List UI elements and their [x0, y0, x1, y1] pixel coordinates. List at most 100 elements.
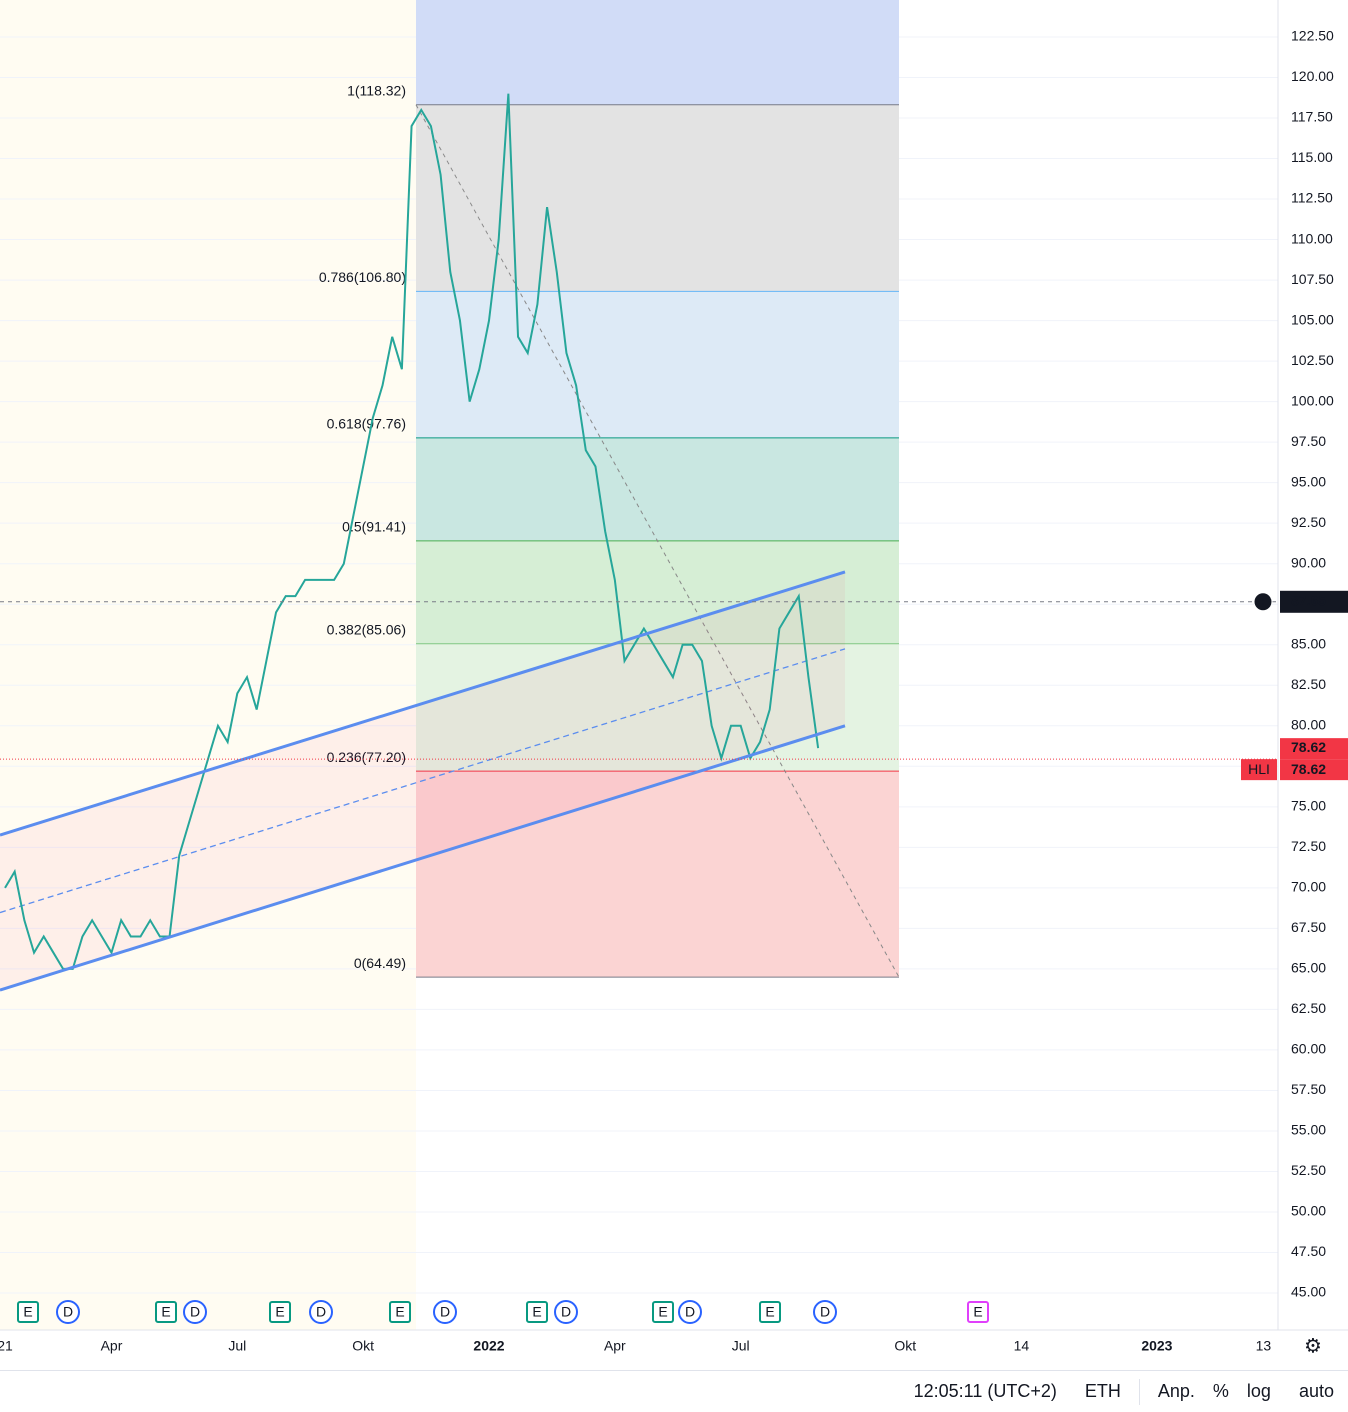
- close-price-badge: [1280, 759, 1348, 781]
- fib-zone: [416, 643, 899, 772]
- symbol-label: HLI: [1248, 761, 1270, 777]
- event-label: D: [316, 1304, 326, 1320]
- y-tick-label: 102.50: [1291, 352, 1334, 368]
- fib-zone: [416, 0, 899, 105]
- event-marker: D: [56, 1300, 80, 1324]
- y-tick-label: 67.50: [1291, 919, 1326, 935]
- y-tick-label: 80.00: [1291, 716, 1326, 732]
- event-badge: [309, 1300, 333, 1324]
- x-tick-label: Jul: [228, 1338, 246, 1354]
- fib-label: 1(118.32): [347, 82, 406, 98]
- bottom-toolbar: 12:05:11 (UTC+2) ETH Anp. % log auto: [0, 1370, 1348, 1412]
- fib-zone: [416, 437, 899, 541]
- event-badge: [678, 1300, 702, 1324]
- x-tick-label: Apr: [604, 1338, 626, 1354]
- event-marker: E: [17, 1301, 39, 1323]
- event-badge: [759, 1301, 781, 1323]
- y-tick-label: 55.00: [1291, 1122, 1326, 1138]
- y-tick-label: 107.50: [1291, 271, 1334, 287]
- fib-zone: [416, 104, 899, 292]
- event-marker: D: [183, 1300, 207, 1324]
- separator: [1138, 1378, 1140, 1405]
- fib-label: 0.786(106.80): [319, 269, 406, 285]
- x-tick-label: 13: [1256, 1338, 1272, 1354]
- event-label: D: [63, 1304, 73, 1320]
- symbol-badge: [1241, 759, 1277, 781]
- log-toggle[interactable]: log: [1246, 1381, 1271, 1401]
- fib-label: 0.5(91.41): [342, 519, 406, 535]
- crosshair-badge: [1280, 590, 1348, 613]
- event-label: D: [685, 1304, 695, 1320]
- x-tick-label: Okt: [352, 1338, 374, 1354]
- x-tick-label: 2022: [473, 1338, 504, 1354]
- crosshair-plus: [1253, 592, 1273, 612]
- event-label: E: [395, 1304, 404, 1320]
- price-line: [4, 93, 820, 970]
- auto-toggle[interactable]: auto: [1298, 1381, 1334, 1401]
- fib-label: 0.236(77.20): [327, 749, 406, 765]
- percent-toggle[interactable]: %: [1212, 1381, 1229, 1401]
- fib-label: 0(64.49): [354, 955, 406, 971]
- event-badge: [554, 1300, 578, 1324]
- channel-lower: [0, 724, 846, 992]
- event-marker: D: [813, 1300, 837, 1324]
- event-marker: E: [269, 1301, 291, 1323]
- event-marker: D: [309, 1300, 333, 1324]
- y-tick-label: 97.50: [1291, 433, 1326, 449]
- y-tick-label: 60.00: [1291, 1041, 1326, 1057]
- session-background: [0, 0, 416, 1330]
- x-tick-label: 21: [0, 1338, 13, 1354]
- channel-upper: [0, 570, 846, 837]
- y-tick-label: 115.00: [1291, 149, 1333, 165]
- y-tick-label: 117.50: [1291, 109, 1333, 125]
- event-label: E: [532, 1304, 541, 1320]
- y-tick-label: 50.00: [1291, 1203, 1326, 1219]
- session[interactable]: ETH: [1084, 1381, 1121, 1401]
- event-badge: [269, 1301, 291, 1323]
- adjust-toggle[interactable]: Anp.: [1157, 1381, 1195, 1401]
- clock[interactable]: 12:05:11 (UTC+2): [913, 1381, 1057, 1401]
- fib-zone: [416, 771, 899, 978]
- event-label: D: [561, 1304, 571, 1320]
- x-tick-label: Okt: [894, 1338, 916, 1354]
- event-marker: D: [678, 1300, 702, 1324]
- event-label: D: [820, 1304, 830, 1320]
- event-marker: D: [433, 1300, 457, 1324]
- y-tick-label: 47.50: [1291, 1243, 1326, 1259]
- y-tick-label: 62.50: [1291, 1000, 1326, 1016]
- event-label: E: [658, 1304, 667, 1320]
- x-tick-label: Apr: [101, 1338, 123, 1354]
- event-badge: [389, 1301, 411, 1323]
- event-marker: D: [554, 1300, 578, 1324]
- last-price-badge: [1280, 738, 1348, 760]
- y-tick-label: 82.50: [1291, 676, 1326, 692]
- event-badge: [433, 1300, 457, 1324]
- event-label: E: [973, 1304, 982, 1320]
- event-badge: [813, 1300, 837, 1324]
- y-tick-label: 52.50: [1291, 1162, 1326, 1178]
- event-marker: E: [389, 1301, 411, 1323]
- channel-middle: [0, 648, 846, 914]
- last-price: 78.62: [1291, 739, 1326, 755]
- y-tick-label: 70.00: [1291, 879, 1326, 895]
- crosshair-price: 87.65: [1291, 592, 1326, 608]
- fib-trend: [415, 104, 900, 978]
- event-badge: [967, 1301, 989, 1323]
- x-tick-label: Jul: [732, 1338, 750, 1354]
- fib-zone: [416, 540, 899, 644]
- y-tick-label: 57.50: [1291, 1081, 1326, 1097]
- settings-icon[interactable]: ⚙: [1304, 1335, 1322, 1357]
- crosshair-plus-sign: +: [1259, 593, 1267, 609]
- chart: 1(118.32) 0.786(106.80) 0.618(97.76) 0.5(91…: [0, 0, 1348, 1357]
- event-label: D: [440, 1304, 450, 1320]
- event-badge: [155, 1301, 177, 1323]
- y-tick-label: 45.00: [1291, 1284, 1326, 1300]
- y-tick-label: 95.00: [1291, 473, 1326, 489]
- fib-zone: [416, 291, 899, 438]
- fib-label: 0.618(97.76): [327, 416, 406, 432]
- event-badge: [17, 1301, 39, 1323]
- event-badge: [526, 1301, 548, 1323]
- event-label: E: [275, 1304, 284, 1320]
- y-tick-label: 105.00: [1291, 311, 1334, 327]
